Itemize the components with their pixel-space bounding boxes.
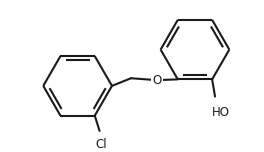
Text: Cl: Cl [96,138,107,151]
Text: O: O [152,74,161,87]
Text: HO: HO [212,106,230,119]
